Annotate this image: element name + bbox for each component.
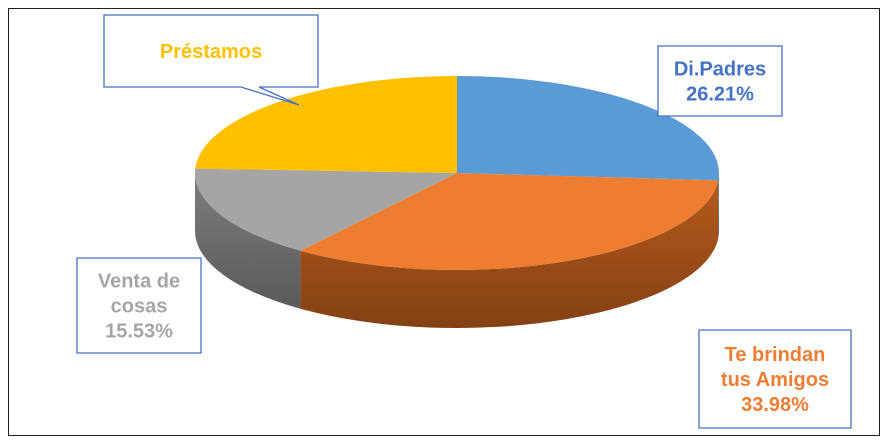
pie-chart: Préstamos Di.Padres 26.21% Venta de cosas 15.… <box>76 14 852 429</box>
data-label-venta-de-line-3: 15.53% <box>105 321 173 343</box>
pie-side-shade-venta-de-cosas <box>195 173 301 309</box>
pie-side-shade-di-padres <box>718 173 719 239</box>
data-label-di-padres-line-1: Di.Padres <box>674 59 766 81</box>
pie-sides <box>195 173 719 328</box>
pie-top <box>195 76 720 270</box>
data-label-prestamos: Préstamos <box>103 14 319 106</box>
chart-frame: Préstamos Di.Padres 26.21% Venta de cosas 15.… <box>8 8 880 436</box>
pie-slice-venta-de-cosas <box>195 168 457 251</box>
data-labels: Préstamos Di.Padres 26.21% Venta de cosas 15.… <box>76 14 852 429</box>
data-label-di-padres-box <box>657 45 783 117</box>
pie-slice-prestamos <box>195 76 457 173</box>
data-label-venta-de: Venta de cosas 15.53% <box>76 257 202 354</box>
data-label-venta-de-box <box>76 257 202 354</box>
data-label-te-brindan-line-2: tus Amigos <box>721 369 829 391</box>
data-label-prestamos-line-1: Préstamos <box>160 41 262 63</box>
pie-slice-te-brindan-tus-amigos <box>300 173 719 270</box>
data-label-venta-de-line-2: cosas <box>111 296 168 318</box>
data-label-te-brindan-line-3: 33.98% <box>741 394 809 416</box>
pie-slice-di-padres <box>457 76 720 181</box>
data-label-di-padres: Di.Padres 26.21% <box>657 45 783 117</box>
pie-side-shade-te-brindan-tus-amigos <box>300 180 719 328</box>
data-label-di-padres-line-2: 26.21% <box>686 84 754 106</box>
data-label-te-brindan-box <box>698 329 852 429</box>
data-label-te-brindan: Te brindan tus Amigos 33.98% <box>698 329 852 429</box>
data-label-prestamos-box <box>103 14 319 106</box>
data-label-venta-de-line-1: Venta de <box>98 271 180 293</box>
data-label-te-brindan-line-1: Te brindan <box>725 344 826 366</box>
